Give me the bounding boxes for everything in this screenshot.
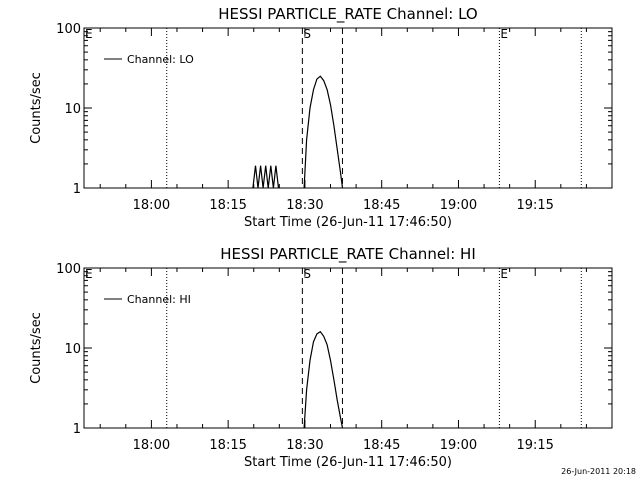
y-tick-label: 1 (73, 182, 81, 197)
x-tick-label: 18:30 (286, 438, 323, 453)
event-marker-label: E (500, 267, 508, 281)
x-tick-label: 18:15 (209, 438, 246, 453)
x-axis-label: Start Time (26-Jun-11 17:46:50) (244, 215, 452, 230)
x-tick-label: 18:15 (209, 198, 246, 213)
event-marker-label: E (85, 267, 93, 281)
legend-label: Channel: LO (127, 53, 194, 66)
x-axis-label: Start Time (26-Jun-11 17:46:50) (244, 455, 452, 470)
series-line-1-segment-1 (303, 330, 344, 429)
x-tick-label: 19:15 (516, 438, 553, 453)
y-tick-label: 1 (73, 422, 81, 437)
chart-title: HESSI PARTICLE_RATE Channel: HI (220, 245, 476, 264)
y-tick-label: 100 (56, 262, 81, 277)
y-tick-label: 10 (64, 102, 81, 117)
series-line-1-segment-2 (303, 75, 344, 189)
event-marker-label: E (500, 27, 508, 41)
x-tick-label: 18:00 (133, 198, 170, 213)
chart-title: HESSI PARTICLE_RATE Channel: LO (218, 5, 477, 24)
chart-panel-1: HESSI PARTICLE_RATE Channel: LO 18:00 18:1… (29, 5, 613, 230)
y-axis-label: Counts/sec (29, 72, 44, 144)
event-marker-label: S (303, 267, 311, 281)
series-line-1-segment-1 (252, 165, 280, 189)
x-tick-label: 18:30 (286, 198, 323, 213)
x-tick-label: 19:00 (440, 438, 477, 453)
legend-label: Channel: HI (127, 293, 191, 306)
y-axis-label: Counts/sec (29, 312, 44, 384)
event-marker-label: S (303, 27, 311, 41)
y-tick-label: 100 (56, 22, 81, 37)
x-tick-label: 18:45 (363, 438, 400, 453)
y-tick-label: 10 (64, 342, 81, 357)
x-tick-label: 19:00 (440, 198, 477, 213)
plot-frame (83, 267, 613, 429)
x-tick-label: 18:45 (363, 198, 400, 213)
chart-panel-2: HESSI PARTICLE_RATE Channel: HI 18:00 18:1… (29, 245, 613, 470)
x-tick-label: 19:15 (516, 198, 553, 213)
footer-timestamp: 26-Jun-2011 20:18 (561, 467, 636, 476)
x-tick-label: 18:00 (133, 438, 170, 453)
event-marker-label: E (85, 27, 93, 41)
plot-frame (83, 27, 613, 189)
